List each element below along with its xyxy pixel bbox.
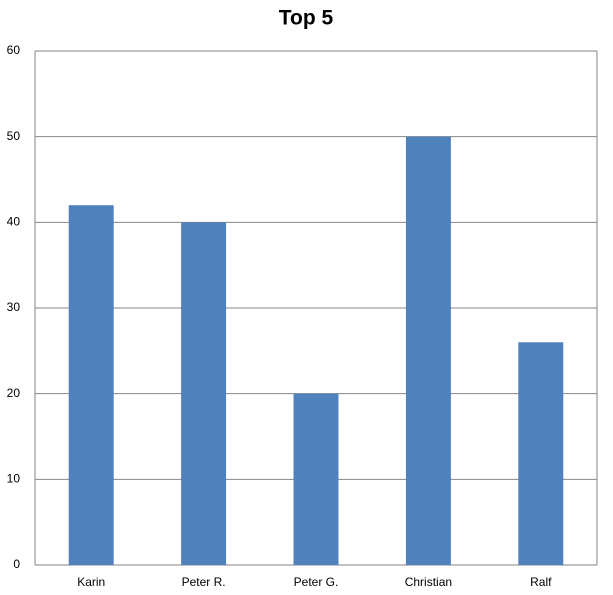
x-tick-label: Karin xyxy=(77,575,105,589)
y-tick-label: 10 xyxy=(7,472,21,486)
y-tick-label: 20 xyxy=(7,386,21,400)
chart-title: Top 5 xyxy=(279,7,334,30)
y-tick-label: 0 xyxy=(13,557,20,571)
y-tick-label: 30 xyxy=(7,300,21,314)
x-tick-label: Christian xyxy=(405,575,452,589)
x-tick-label: Peter R. xyxy=(182,575,226,589)
y-tick-label: 50 xyxy=(7,129,21,143)
x-tick-label: Ralf xyxy=(530,575,552,589)
x-tick-label: Peter G. xyxy=(294,575,339,589)
bar xyxy=(405,136,451,565)
bar xyxy=(518,342,564,565)
bar xyxy=(293,393,339,565)
bar xyxy=(68,205,114,565)
y-tick-label: 40 xyxy=(7,215,21,229)
bar xyxy=(181,222,227,566)
y-tick-label: 60 xyxy=(7,43,21,57)
